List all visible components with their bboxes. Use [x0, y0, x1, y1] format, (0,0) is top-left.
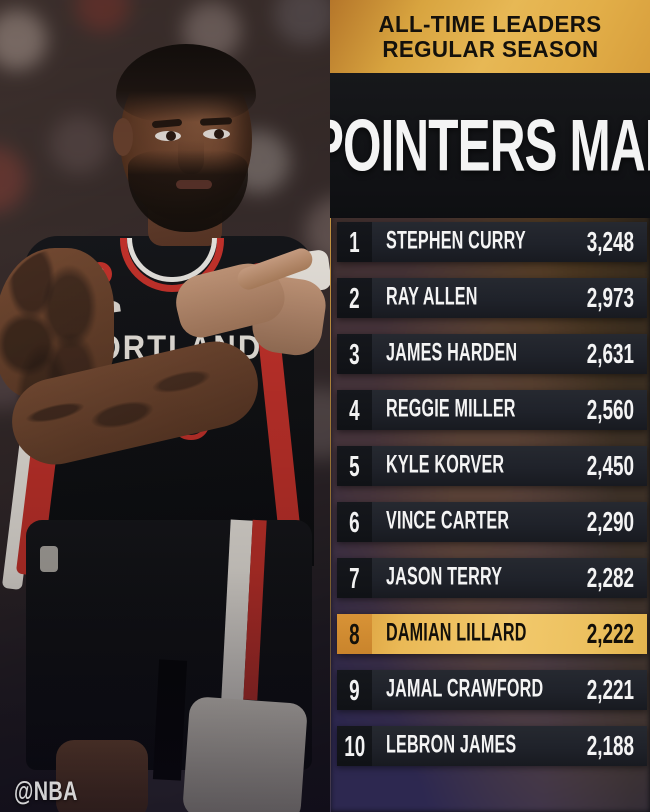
leader-value: 2,631 — [579, 337, 647, 369]
page-title: 3-POINTERS MADE — [330, 103, 650, 187]
leader-value: 2,188 — [579, 729, 647, 761]
leader-value: 2,221 — [579, 673, 647, 705]
leader-player-name: KYLE KORVER — [372, 452, 579, 479]
leader-rank-text: 10 — [344, 728, 365, 762]
leader-row: 4 REGGIE MILLER 2,560 — [337, 390, 647, 430]
leader-value-text: 2,188 — [586, 729, 634, 762]
leader-row: 10 LEBRON JAMES 2,188 — [337, 726, 647, 766]
leader-value-text: 2,282 — [586, 561, 634, 594]
leader-value-text: 2,450 — [586, 449, 634, 482]
leader-rank-text: 8 — [349, 616, 360, 650]
leader-value-text: 2,290 — [586, 505, 634, 538]
leader-rank-text: 1 — [349, 224, 360, 258]
header-line-1: ALL-TIME LEADERS — [378, 10, 602, 37]
leader-player-name-text: REGGIE MILLER — [386, 395, 516, 423]
leader-player-name: VINCE CARTER — [372, 508, 579, 535]
leader-value: 2,560 — [579, 393, 647, 425]
leader-player-name: STEPHEN CURRY — [372, 228, 579, 255]
leader-rank-text: 2 — [349, 280, 360, 314]
leader-rank: 3 — [337, 334, 372, 374]
title-band: 3-POINTERS MADE — [330, 73, 650, 218]
leader-rank-text: 5 — [349, 448, 360, 482]
leader-value: 2,290 — [579, 505, 647, 537]
photo-vignette — [0, 0, 330, 812]
leaders-list: 1 STEPHEN CURRY 3,248 2 RAY ALLEN 2,973 3 JAMES… — [337, 222, 647, 782]
leader-value-text: 2,631 — [586, 337, 634, 370]
leader-player-name: RAY ALLEN — [372, 284, 579, 311]
leader-row: 3 JAMES HARDEN 2,631 — [337, 334, 647, 374]
header-line-2: REGULAR SEASON — [381, 36, 599, 62]
leader-row: 8 DAMIAN LILLARD 2,222 — [337, 614, 647, 654]
leader-row: 9 JAMAL CRAWFORD 2,221 — [337, 670, 647, 710]
leader-rank: 7 — [337, 558, 372, 598]
leader-rank: 9 — [337, 670, 372, 710]
leader-value: 2,450 — [579, 449, 647, 481]
leader-rank: 6 — [337, 502, 372, 542]
leader-rank-text: 9 — [349, 672, 360, 706]
leader-row: 2 RAY ALLEN 2,973 — [337, 278, 647, 318]
leader-player-name: JAMES HARDEN — [372, 340, 579, 367]
leader-player-name-text: STEPHEN CURRY — [386, 227, 526, 255]
leader-rank: 10 — [337, 726, 372, 766]
leader-row: 5 KYLE KORVER 2,450 — [337, 446, 647, 486]
leader-player-name-text: LEBRON JAMES — [386, 731, 517, 759]
panel-gold-edge — [330, 0, 331, 812]
leader-player-name: JAMAL CRAWFORD — [372, 676, 579, 703]
leader-rank: 1 — [337, 222, 372, 262]
leader-value: 2,973 — [579, 281, 647, 313]
nba-watermark: @NBA — [14, 775, 78, 806]
leader-rank: 5 — [337, 446, 372, 486]
leader-player-name: DAMIAN LILLARD — [372, 620, 579, 647]
leader-player-name-text: JAMES HARDEN — [386, 339, 518, 367]
leader-player-name-text: RAY ALLEN — [386, 283, 478, 311]
leader-rank-text: 3 — [349, 336, 360, 370]
leader-player-name-text: DAMIAN LILLARD — [386, 619, 527, 647]
leader-value-text: 2,560 — [586, 393, 634, 426]
leader-rank-text: 6 — [349, 504, 360, 538]
leader-value-text: 2,221 — [586, 673, 634, 706]
leader-value-text: 3,248 — [586, 225, 634, 258]
leader-value: 2,282 — [579, 561, 647, 593]
leader-player-name: REGGIE MILLER — [372, 396, 579, 423]
leader-value: 2,222 — [579, 617, 647, 649]
leader-row: 6 VINCE CARTER 2,290 — [337, 502, 647, 542]
leader-row: 7 JASON TERRY 2,282 — [337, 558, 647, 598]
leader-rank: 4 — [337, 390, 372, 430]
leader-player-name-text: VINCE CARTER — [386, 507, 510, 535]
leader-player-name: LEBRON JAMES — [372, 732, 579, 759]
player-photo: PORTLAND 0 6 — [0, 0, 330, 812]
leader-rank: 2 — [337, 278, 372, 318]
leader-row: 1 STEPHEN CURRY 3,248 — [337, 222, 647, 262]
leader-player-name: JASON TERRY — [372, 564, 579, 591]
leader-rank: 8 — [337, 614, 372, 654]
stats-panel: ALL-TIME LEADERS REGULAR SEASON 3-POINTE… — [330, 0, 650, 812]
leader-player-name-text: JAMAL CRAWFORD — [386, 675, 544, 703]
leader-rank-text: 7 — [349, 560, 360, 594]
leader-value-text: 2,973 — [586, 281, 634, 314]
panel-header: ALL-TIME LEADERS REGULAR SEASON — [330, 0, 650, 73]
leader-rank-text: 4 — [349, 392, 360, 426]
leader-player-name-text: KYLE KORVER — [386, 451, 505, 479]
leader-player-name-text: JASON TERRY — [386, 563, 503, 591]
leader-value-text: 2,222 — [586, 617, 634, 650]
leader-value: 3,248 — [579, 225, 647, 257]
